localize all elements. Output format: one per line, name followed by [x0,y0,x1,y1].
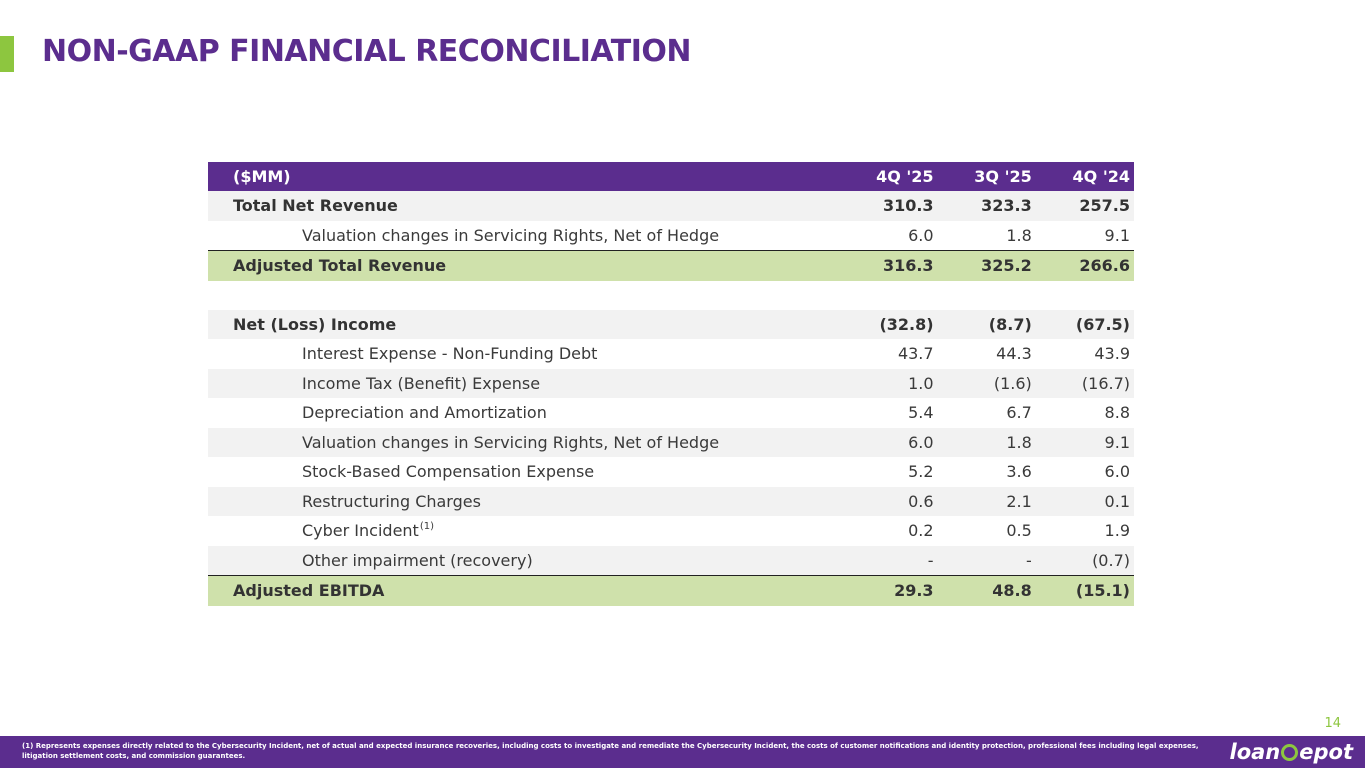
cell-4q25: 1.0 [839,368,938,398]
cell-3q25: 325.2 [937,250,1036,281]
footnote-text: (1) Represents expenses directly related… [22,742,1199,760]
title-accent-bar [0,36,14,72]
row-label: Net (Loss) Income [208,309,840,339]
cell-4q24: (67.5) [1035,309,1134,339]
cell-4q24: (16.7) [1035,368,1134,398]
table-row: Net (Loss) Income (32.8) (8.7) (67.5) [208,309,1134,339]
spacer-row [208,280,1134,310]
cell-3q25: 0.5 [1006,521,1032,541]
row-label: Stock-Based Compensation Expense [302,462,595,482]
cell-4q24: 257.5 [1035,191,1134,221]
cell-3q25: 323.3 [937,191,1036,221]
adjusted-ebitda-row: Adjusted EBITDA 29.3 48.8 (15.1) [208,575,1134,606]
cell-4q24: 9.1 [1104,225,1130,245]
table-row: Restructuring Charges 0.6 2.1 0.1 [208,486,1134,516]
table-row: Other impairment (recovery) - - (0.7) [208,545,1134,576]
cell-4q25: 29.3 [839,575,938,606]
cell-4q25: - [839,545,938,576]
cell-4q24: 266.6 [1035,250,1134,281]
logo-mark-icon [1281,743,1299,761]
cell-3q25: 1.8 [1006,225,1032,245]
table-row: Depreciation and Amortization 5.4 6.7 8.… [208,398,1134,428]
row-label: Other impairment (recovery) [208,545,840,576]
cell-3q25: - [937,545,1036,576]
row-label-text: Cyber Incident [302,521,419,541]
cell-4q24: (0.7) [1035,545,1134,576]
cell-4q24: 43.9 [1094,344,1130,364]
row-label: Valuation changes in Servicing Rights, N… [208,427,840,457]
cell-3q25: (8.7) [937,309,1036,339]
row-label: Valuation changes in Servicing Rights, N… [302,225,720,245]
cell-4q25: 43.7 [897,344,934,364]
table-row: Valuation changes in Servicing Rights, N… [208,221,1134,251]
table-row: Stock-Based Compensation Expense 5.2 3.6… [208,457,1134,487]
cell-3q25: 1.8 [937,427,1036,457]
cell-3q25: 6.7 [1006,403,1032,423]
table-row: Cyber Incident(1) 0.2 0.5 1.9 [208,516,1134,546]
cell-4q24: 6.0 [1104,462,1130,482]
row-label: Interest Expense - Non-Funding Debt [302,344,598,364]
cell-4q24: 9.1 [1035,427,1134,457]
table-row: Interest Expense - Non-Funding Debt 43.7… [208,339,1134,369]
footer-bar: (1) Represents expenses directly related… [0,736,1365,768]
adjusted-total-revenue-row: Adjusted Total Revenue 316.3 325.2 266.6 [208,250,1134,281]
cell-4q25: 0.6 [839,486,938,516]
cell-4q25: 6.0 [839,427,938,457]
cell-4q24: 8.8 [1104,403,1130,423]
cell-3q25: 3.6 [1006,462,1032,482]
row-label-cyber: Cyber Incident(1) [208,516,839,546]
logo-text-left: loan [1229,740,1281,764]
cell-4q24: 1.9 [1104,521,1130,541]
cell-4q25: 6.0 [908,225,934,245]
cell-3q25: 44.3 [996,344,1032,364]
table-row: Total Net Revenue 310.3 323.3 257.5 [208,191,1134,221]
header-4q24: 4Q '24 [1035,162,1134,191]
cell-3q25: 48.8 [937,575,1036,606]
header-3q25: 3Q '25 [937,162,1036,191]
reconciliation-table: ($MM) 4Q '25 3Q '25 4Q '24 Total Net Rev… [208,162,1134,606]
table-row: Valuation changes in Servicing Rights, N… [208,427,1134,457]
header-4q25: 4Q '25 [839,162,938,191]
row-label: Income Tax (Benefit) Expense [208,368,840,398]
cell-4q24: 0.1 [1035,486,1134,516]
company-logo: loan epot [1230,739,1354,765]
cell-4q25: 316.3 [839,250,938,281]
table-header-row: ($MM) 4Q '25 3Q '25 4Q '24 [208,162,1134,191]
cell-3q25: 2.1 [937,486,1036,516]
row-label: Restructuring Charges [208,486,840,516]
row-label: Adjusted EBITDA [208,575,840,606]
cell-4q25: 5.4 [908,403,934,423]
row-label: Depreciation and Amortization [302,403,547,423]
cell-4q25: 310.3 [839,191,938,221]
table-row: Income Tax (Benefit) Expense 1.0 (1.6) (… [208,368,1134,398]
page-number: 14 [1324,716,1341,731]
header-units: ($MM) [208,162,840,191]
page-title: NON-GAAP FINANCIAL RECONCILIATION [42,34,692,69]
cell-4q25: 0.2 [908,521,934,541]
row-label: Adjusted Total Revenue [208,250,840,281]
footnote-ref: (1) [419,521,434,533]
cell-3q25: (1.6) [937,368,1036,398]
row-label: Total Net Revenue [208,191,840,221]
logo-text-right: epot [1299,740,1353,764]
cell-4q25: (32.8) [839,309,938,339]
cell-4q25: 5.2 [908,462,934,482]
cell-4q24: (15.1) [1035,575,1134,606]
